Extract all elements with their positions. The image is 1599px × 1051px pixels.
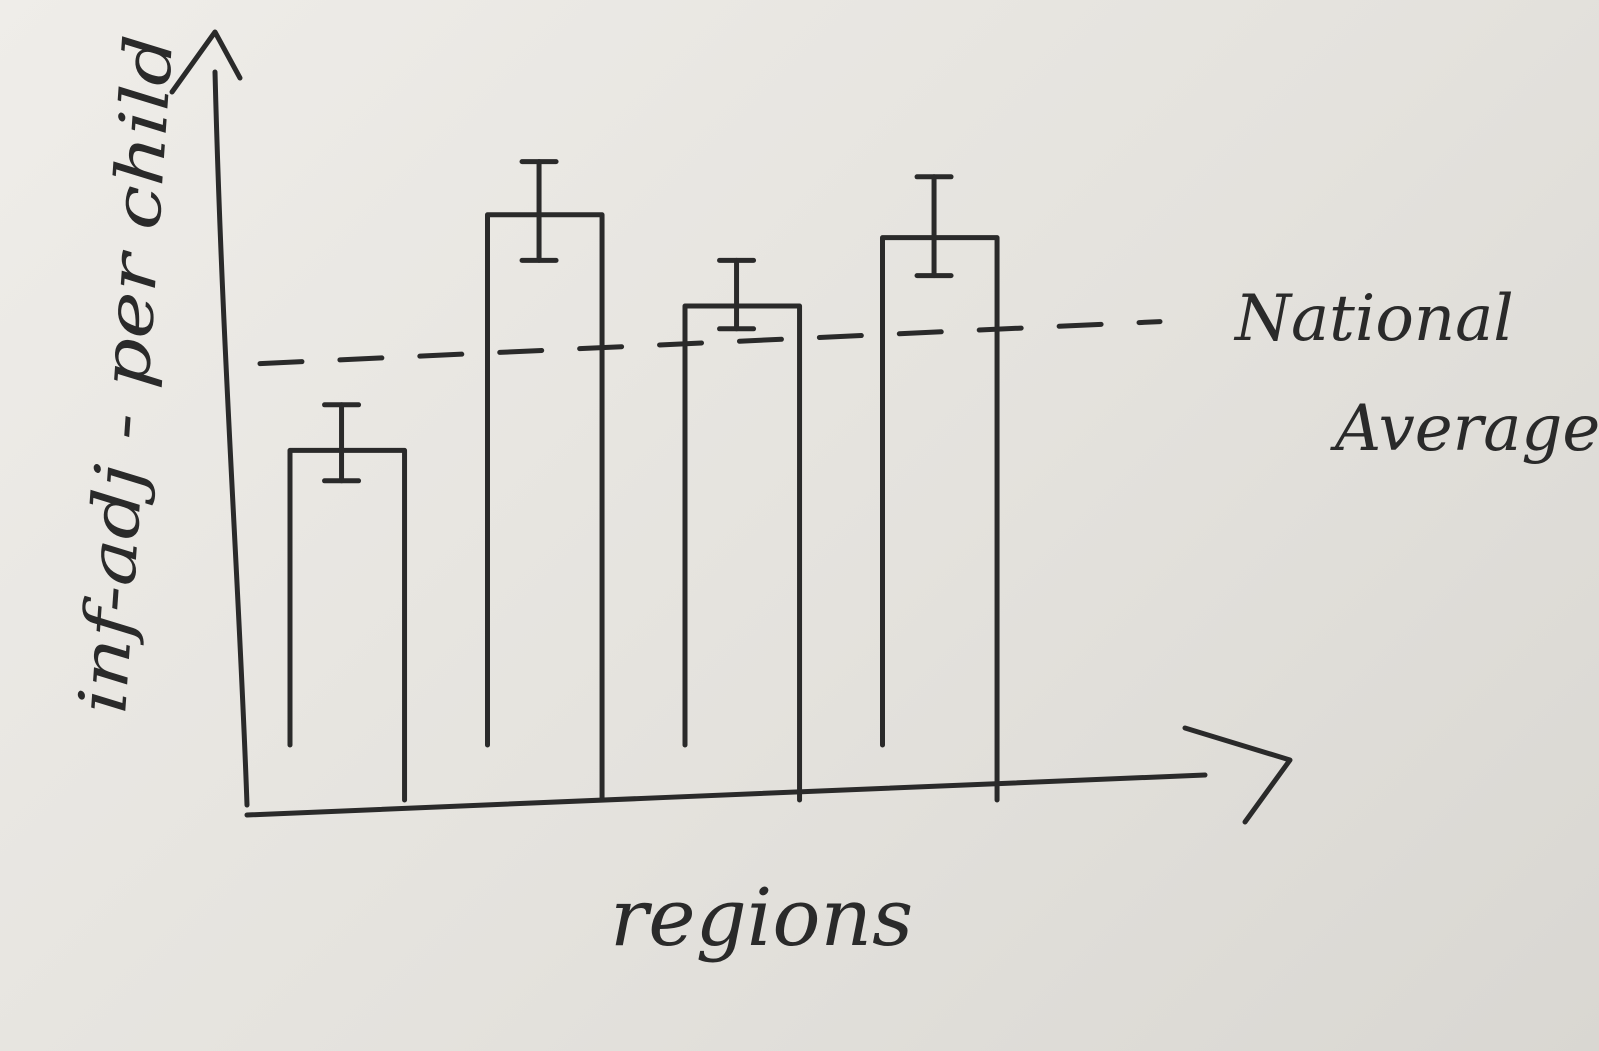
bar	[287, 447, 408, 803]
bar	[880, 235, 1000, 803]
x-axis-label: regions	[610, 871, 913, 964]
x-axis-arrow-icon	[1182, 725, 1293, 825]
bar	[682, 303, 803, 803]
chart-marks	[257, 159, 1163, 803]
axes	[169, 29, 1293, 825]
y-axis-arrow-icon	[169, 29, 243, 95]
y-axis-line	[212, 69, 250, 808]
x-axis-line	[244, 772, 1208, 818]
national-average-line	[257, 319, 1163, 367]
bar	[485, 212, 605, 803]
reference-line-label: National Average	[1233, 282, 1599, 466]
y-axis-label: inf-adj - per child	[64, 32, 188, 716]
